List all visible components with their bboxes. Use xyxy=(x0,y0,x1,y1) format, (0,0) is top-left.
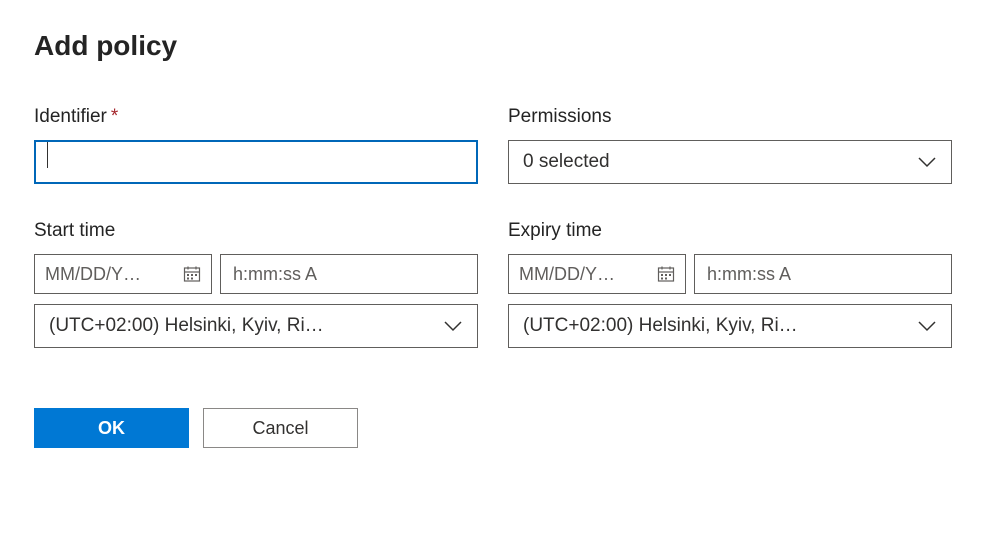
calendar-icon xyxy=(183,265,201,283)
start-timezone-text: (UTC+02:00) Helsinki, Kyiv, Ri… xyxy=(49,315,324,337)
expiry-time-field: Expiry time MM/DD/Y… h:mm:ss A xyxy=(508,220,952,348)
expiry-time-placeholder: h:mm:ss A xyxy=(707,264,791,285)
chevron-down-icon xyxy=(917,156,937,168)
start-date-placeholder: MM/DD/Y… xyxy=(45,264,141,285)
page-title: Add policy xyxy=(34,30,952,62)
permissions-field: Permissions 0 selected xyxy=(508,106,952,184)
chevron-down-icon xyxy=(917,320,937,332)
start-time-placeholder: h:mm:ss A xyxy=(233,264,317,285)
button-row: OK Cancel xyxy=(34,408,952,448)
expiry-time-input[interactable]: h:mm:ss A xyxy=(694,254,952,294)
start-datetime-row: MM/DD/Y… h:mm:ss A xyxy=(34,254,478,294)
expiry-time-label: Expiry time xyxy=(508,220,952,242)
cancel-button[interactable]: Cancel xyxy=(203,408,358,448)
permissions-label: Permissions xyxy=(508,106,952,128)
expiry-date-input[interactable]: MM/DD/Y… xyxy=(508,254,686,294)
start-time-input[interactable]: h:mm:ss A xyxy=(220,254,478,294)
expiry-datetime-row: MM/DD/Y… h:mm:ss A xyxy=(508,254,952,294)
start-time-label: Start time xyxy=(34,220,478,242)
expiry-timezone-dropdown[interactable]: (UTC+02:00) Helsinki, Kyiv, Ri… xyxy=(508,304,952,348)
expiry-date-placeholder: MM/DD/Y… xyxy=(519,264,615,285)
start-timezone-dropdown[interactable]: (UTC+02:00) Helsinki, Kyiv, Ri… xyxy=(34,304,478,348)
expiry-timezone-text: (UTC+02:00) Helsinki, Kyiv, Ri… xyxy=(523,315,798,337)
start-time-field: Start time MM/DD/Y… h:mm:ss A xyxy=(34,220,478,348)
required-indicator: * xyxy=(111,106,118,127)
identifier-field: Identifier* xyxy=(34,106,478,184)
form-grid: Identifier* Permissions 0 selected Start… xyxy=(34,106,952,348)
identifier-input[interactable] xyxy=(34,140,478,184)
chevron-down-icon xyxy=(443,320,463,332)
start-date-input[interactable]: MM/DD/Y… xyxy=(34,254,212,294)
identifier-label: Identifier* xyxy=(34,106,478,128)
calendar-icon xyxy=(657,265,675,283)
permissions-selected-text: 0 selected xyxy=(523,151,610,173)
ok-button[interactable]: OK xyxy=(34,408,189,448)
permissions-dropdown[interactable]: 0 selected xyxy=(508,140,952,184)
